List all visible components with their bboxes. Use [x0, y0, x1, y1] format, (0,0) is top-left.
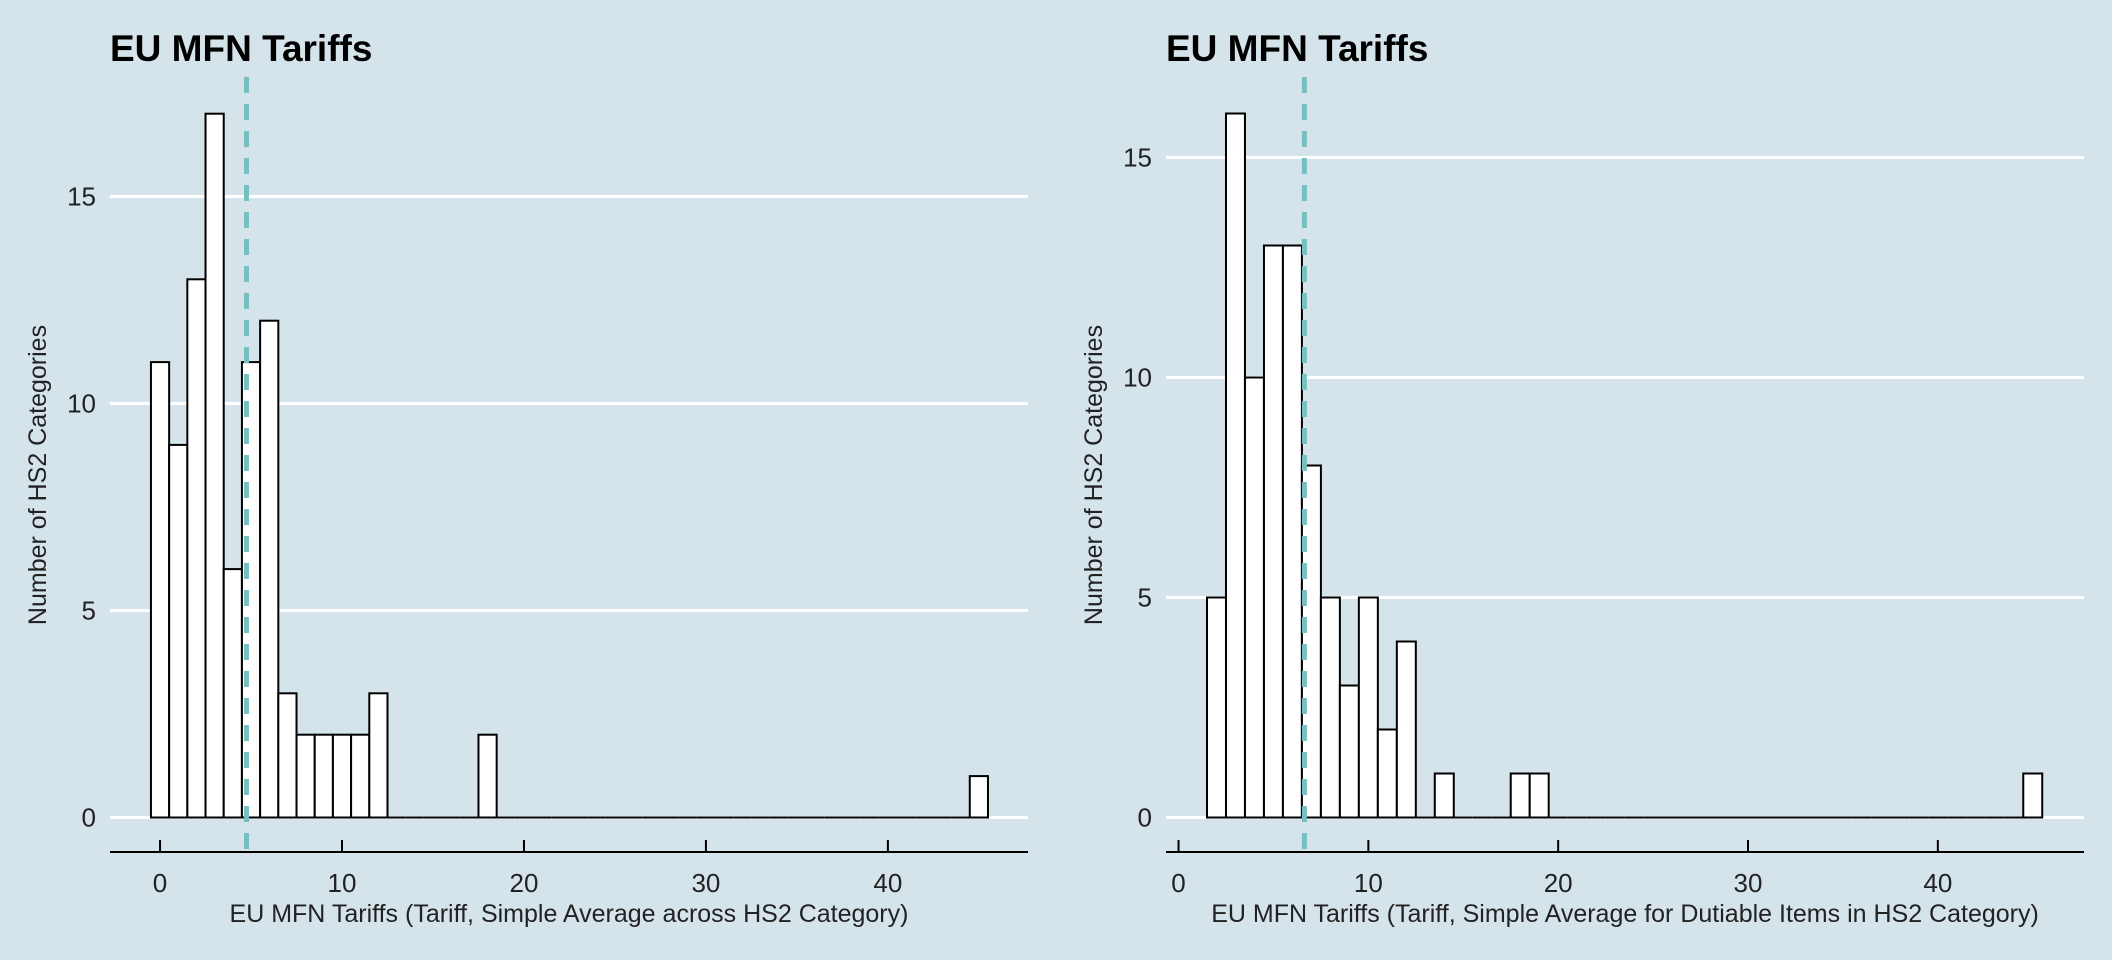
y-tick-label: 15: [1123, 143, 1152, 173]
histogram-bar: [1433, 772, 1455, 819]
histogram-bar: [1528, 772, 1550, 819]
y-axis-label: Number of HS2 Categories: [24, 325, 52, 625]
histogram-bar: [2022, 772, 2044, 819]
histogram-bar: [204, 112, 225, 819]
histogram-bar: [477, 733, 498, 819]
left-histogram-panel: EU MFN Tariffs EU MFN Tariffs (Tariff, S…: [24, 28, 1028, 928]
y-tick-label: 5: [1138, 583, 1152, 613]
histogram-bar: [222, 568, 243, 819]
histogram-bar: [1319, 596, 1341, 819]
y-tick-label: 15: [67, 182, 96, 212]
y-tick-label: 10: [1123, 363, 1152, 393]
histogram-bar: [1338, 684, 1360, 819]
histogram-bar: [1224, 112, 1246, 819]
histogram-bar: [313, 733, 334, 819]
x-tick-label: 30: [691, 868, 720, 898]
x-tick-label: 20: [1544, 868, 1573, 898]
histogram-bar: [1357, 596, 1379, 819]
x-tick-label: 10: [328, 868, 357, 898]
y-tick-label: 10: [67, 389, 96, 419]
x-tick-label: 0: [1171, 868, 1185, 898]
histogram-bar: [1281, 244, 1303, 819]
y-tick-label: 5: [82, 596, 96, 626]
chart-title: EU MFN Tariffs: [110, 28, 372, 69]
x-tick-label: 30: [1734, 868, 1763, 898]
x-tick-label: 40: [1923, 868, 1952, 898]
histogram-bar: [1243, 376, 1265, 819]
histogram-bar: [1262, 244, 1284, 819]
x-tick-label: 10: [1354, 868, 1383, 898]
histogram-bar: [295, 733, 316, 819]
histogram-bar: [331, 733, 353, 819]
right-histogram-panel: EU MFN Tariffs EU MFN Tariffs (Tariff, S…: [1080, 28, 2084, 928]
x-tick-label: 0: [153, 868, 167, 898]
histogram-bar: [350, 733, 371, 819]
histogram-bar: [259, 319, 280, 819]
y-tick-label: 0: [1138, 803, 1152, 833]
x-axis-label: EU MFN Tariffs (Tariff, Simple Average a…: [230, 900, 909, 928]
y-tick-label: 0: [82, 803, 96, 833]
histogram-bar: [1376, 728, 1398, 819]
histogram-bar: [149, 361, 171, 819]
x-tick-label: 40: [873, 868, 902, 898]
histogram-bar: [168, 443, 189, 819]
histogram-bar: [1509, 772, 1531, 819]
x-axis-label: EU MFN Tariffs (Tariff, Simple Average f…: [1211, 900, 2039, 928]
histogram-bar: [1206, 596, 1227, 819]
histogram-bar: [1395, 640, 1417, 819]
histogram-bar: [277, 692, 298, 819]
y-axis-label: Number of HS2 Categories: [1080, 325, 1108, 625]
chart-title: EU MFN Tariffs: [1166, 28, 1428, 69]
x-tick-label: 20: [510, 868, 539, 898]
histogram-bar: [968, 775, 989, 819]
histogram-bar: [368, 692, 389, 819]
histogram-bar: [186, 278, 207, 819]
